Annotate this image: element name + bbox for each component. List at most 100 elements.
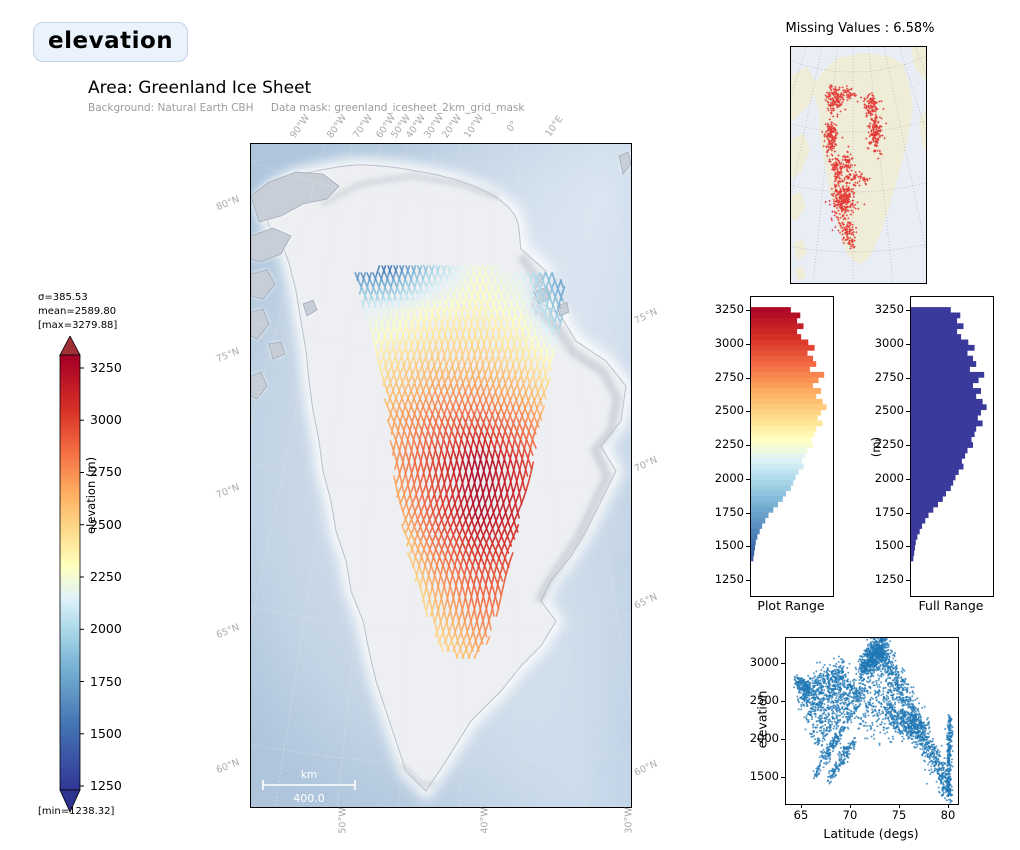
full-range-ytick-3000: 3000 — [874, 335, 904, 350]
missing-value-markers — [821, 84, 888, 250]
plot-range-ytick-2250: 2250 — [714, 437, 744, 452]
plot-range-ytick-mark — [746, 310, 750, 311]
full-range-ytick-2000: 2000 — [874, 470, 904, 485]
full-range-histogram-panel — [910, 296, 994, 597]
plot-range-caption: Plot Range — [757, 598, 825, 613]
lon-label-bottom-50°W: 50°W — [337, 807, 349, 834]
elevation-tracks — [354, 265, 566, 659]
colorbar-tick-2000: 2000 — [90, 621, 122, 637]
lat-label-left-65°N: 65°N — [214, 621, 242, 642]
colorbar-tick-2250: 2250 — [90, 568, 122, 584]
scatter-points — [793, 638, 954, 804]
missing-values-title: Missing Values : 6.58% — [785, 21, 935, 36]
colorbar-tick-1500: 1500 — [90, 725, 122, 741]
lon-label-top-70°W: 70°W — [351, 112, 376, 141]
plot-range-ytick-mark — [746, 580, 750, 581]
scatter-xtick-75: 75 — [891, 808, 907, 822]
lat-label-left-60°N: 60°N — [214, 756, 242, 777]
full-range-ytick-2750: 2750 — [874, 369, 904, 384]
elevation-vs-latitude-scatter — [793, 638, 954, 804]
stat-sigma: σ=385.53 — [38, 292, 88, 303]
full-range-ytick-mark — [906, 479, 910, 480]
plot-range-ytick-mark — [746, 378, 750, 379]
stat-min: [min=1238.32] — [38, 806, 115, 817]
full-range-ytick-mark — [906, 344, 910, 345]
full-range-ytick-mark — [906, 445, 910, 446]
full-range-ytick-mark — [906, 378, 910, 379]
lon-label-bottom-40°W: 40°W — [479, 807, 491, 834]
plot-range-ytick-1750: 1750 — [714, 504, 744, 519]
scatter-xtick-80: 80 — [940, 808, 956, 822]
lon-label-top-90°W: 90°W — [288, 112, 313, 141]
plot-range-ytick-mark — [746, 546, 750, 547]
lon-label-bottom-30°W: 30°W — [623, 807, 635, 834]
scatter-ytick-1500: 1500 — [749, 769, 779, 783]
scatter-y-axis-label: elevation — [754, 690, 770, 749]
variable-title-badge: elevation — [33, 22, 189, 62]
plot-range-ytick-mark — [746, 513, 750, 514]
lon-label-top-80°W: 80°W — [325, 112, 350, 141]
lat-label-left-80°N: 80°N — [214, 193, 242, 214]
colorbar-tick-1750: 1750 — [90, 673, 122, 689]
plot-range-ytick-3250: 3250 — [714, 302, 744, 317]
full-range-caption: Full Range — [918, 598, 984, 613]
lat-label-right-65°N: 65°N — [632, 591, 660, 612]
full-range-ytick-3250: 3250 — [874, 302, 904, 317]
full-range-ytick-1750: 1750 — [874, 504, 904, 519]
colorbar-tick-2500: 2500 — [90, 516, 122, 532]
scatter-ytick-mark — [781, 663, 785, 664]
scatter-xtick-mark — [850, 804, 851, 808]
plot-range-histogram — [751, 307, 827, 562]
plot-range-ytick-3000: 3000 — [714, 335, 744, 350]
mask-note: Data mask: greenland_icesheet_2km_grid_m… — [270, 102, 525, 114]
scatter-xtick-mark — [948, 804, 949, 808]
full-range-ytick-1500: 1500 — [874, 538, 904, 553]
plot-range-ytick-2750: 2750 — [714, 369, 744, 384]
variable-title: elevation — [48, 28, 174, 54]
lat-label-left-75°N: 75°N — [214, 345, 242, 366]
scatter-ytick-mark — [781, 739, 785, 740]
full-range-ytick-mark — [906, 411, 910, 412]
lon-label-top-0°: 0° — [504, 118, 521, 135]
plot-range-ytick-mark — [746, 479, 750, 480]
map-scalebar — [262, 780, 356, 790]
scatter-ytick-2500: 2500 — [749, 693, 779, 707]
colorbar-tick-3250: 3250 — [90, 359, 122, 375]
scatter-x-axis-label: Latitude (degs) — [823, 826, 919, 841]
scatter-ytick-mark — [781, 701, 785, 702]
full-range-ytick-1250: 1250 — [874, 572, 904, 587]
colorbar — [57, 335, 87, 820]
svg-text:km: km — [301, 769, 317, 781]
plot-range-ytick-mark — [746, 411, 750, 412]
full-range-histogram — [911, 307, 987, 562]
full-range-ytick-2250: 2250 — [874, 437, 904, 452]
plot-range-ytick-2000: 2000 — [714, 470, 744, 485]
svg-text:400.0: 400.0 — [293, 792, 325, 805]
full-range-ytick-mark — [906, 580, 910, 581]
plot-range-histogram-panel — [750, 296, 834, 597]
plot-range-ytick-mark — [746, 445, 750, 446]
colorbar-tick-2750: 2750 — [90, 464, 122, 480]
scatter-ytick-mark — [781, 777, 785, 778]
lat-label-right-70°N: 70°N — [632, 454, 660, 475]
scatter-xtick-65: 65 — [793, 808, 809, 822]
colorbar-tick-3000: 3000 — [90, 412, 122, 428]
main-map: km 400.0 — [251, 144, 631, 807]
lon-label-top-10°W: 10°W — [462, 112, 487, 141]
colorbar-stats: σ=385.53 mean=2589.80 [max=3279.88] — [38, 291, 117, 333]
area-label: Area: Greenland Ice Sheet — [88, 78, 312, 98]
plot-range-ytick-1250: 1250 — [714, 572, 744, 587]
lon-label-top-10°E: 10°E — [543, 113, 566, 140]
plot-range-ytick-1500: 1500 — [714, 538, 744, 553]
stat-mean: mean=2589.80 — [38, 306, 117, 317]
meta-line: Background: Natural Earth CBH Data mask:… — [88, 102, 538, 114]
scatter-xtick-70: 70 — [842, 808, 858, 822]
plot-range-ytick-2500: 2500 — [714, 403, 744, 418]
stat-max: [max=3279.88] — [38, 320, 118, 331]
main-map-panel: km 400.0 — [250, 143, 632, 808]
scatter-ytick-2000: 2000 — [749, 731, 779, 745]
missing-values-map — [791, 47, 926, 283]
colorbar-tick-1250: 1250 — [90, 778, 122, 794]
scatter-xtick-mark — [801, 804, 802, 808]
